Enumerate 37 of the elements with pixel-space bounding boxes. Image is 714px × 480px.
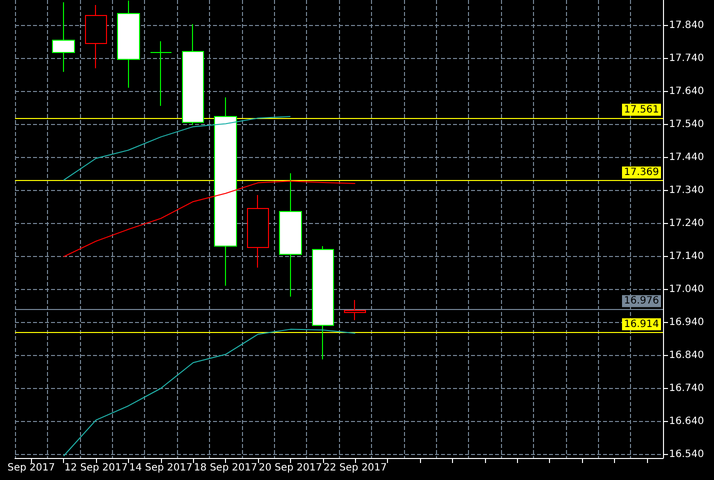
x-tick-label: 18 Sep 2017 — [194, 462, 258, 474]
ref-line-label: 16.976 — [624, 296, 659, 307]
candlestick — [312, 246, 334, 360]
line-series — [63, 180, 356, 258]
y-tick-label: 17.340 — [669, 184, 704, 196]
x-tick-label: 14 Sep 2017 — [129, 462, 192, 474]
y-tick-label: 17.240 — [669, 218, 704, 229]
y-tick-label: 17.540 — [669, 118, 704, 130]
x-tick-label: Sep 2017 — [7, 462, 55, 474]
y-tick-label: 17.840 — [669, 20, 704, 31]
ref-line-label: 17.561 — [624, 104, 659, 116]
x-tick-label: 12 Sep 2017 — [64, 462, 128, 474]
x-tick-label: 20 Sep 2017 — [258, 462, 322, 474]
candlestick — [344, 299, 366, 321]
y-tick-label: 17.640 — [669, 86, 704, 97]
y-tick-label: 16.540 — [669, 448, 704, 460]
y-tick-label: 16.640 — [669, 416, 704, 427]
y-tick-label: 17.740 — [669, 52, 704, 64]
y-tick-label: 16.940 — [669, 316, 704, 328]
ref-line-label: 16.914 — [624, 318, 659, 330]
candlestick — [52, 2, 75, 72]
y-tick-label: 17.140 — [669, 250, 704, 262]
candlestick — [214, 96, 237, 286]
y-tick-label: 17.040 — [669, 284, 704, 295]
candlestick — [182, 24, 204, 126]
y-tick-label: 16.840 — [669, 350, 704, 361]
x-tick-label: 22 Sep 2017 — [324, 462, 387, 474]
line-series — [63, 116, 291, 181]
y-tick-label: 16.740 — [669, 382, 704, 394]
line-series — [63, 328, 356, 457]
candlestick — [279, 172, 302, 298]
ref-line-label: 17.369 — [624, 166, 659, 178]
candlestick — [117, 0, 140, 88]
candlestick — [85, 4, 107, 69]
y-tick-label: 17.440 — [669, 152, 704, 163]
candlestick — [150, 40, 172, 106]
candlestick — [247, 194, 269, 268]
